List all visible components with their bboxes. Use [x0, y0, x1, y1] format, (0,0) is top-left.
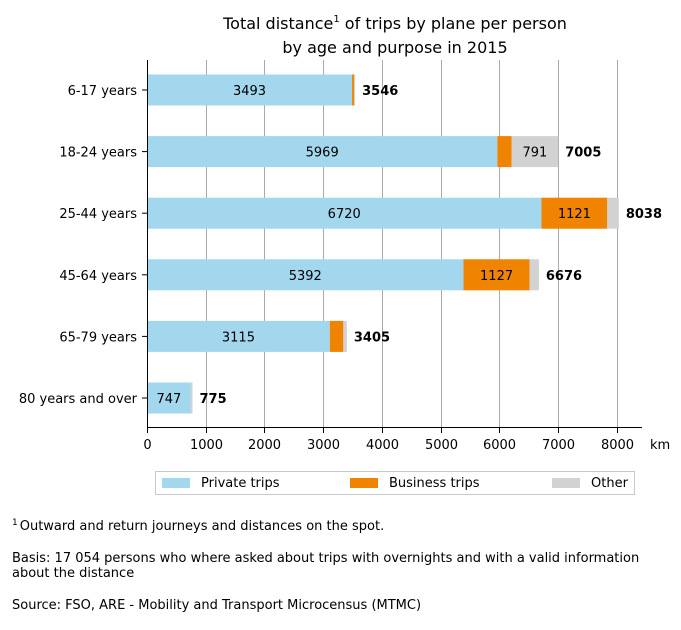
legend-swatch-other: [552, 478, 580, 488]
x-tick-label: 3000: [307, 438, 340, 453]
chart-notes: 1 Outward and return journeys and distanc…: [12, 516, 672, 630]
legend-swatch-private: [162, 478, 190, 488]
bar-total-label: 3546: [362, 84, 398, 99]
bar-total-label: 6676: [546, 269, 582, 284]
source-note: Source: FSO, ARE - Mobility and Transpor…: [12, 598, 422, 613]
bar-segment-1: [352, 74, 354, 106]
category-label: 18-24 years: [59, 146, 137, 161]
x-tick-label: 1000: [190, 438, 223, 453]
legend-item-other: Other: [552, 472, 628, 494]
x-tick-label: 7000: [542, 438, 575, 453]
legend: Private trips Business trips Other: [155, 471, 635, 495]
bar-segment-2: [529, 259, 539, 291]
bar-segment-0: [147, 259, 464, 291]
bar-value-label: 6720: [328, 207, 361, 222]
x-tick-label: 5000: [425, 438, 458, 453]
x-tick-label: 8000: [601, 438, 634, 453]
category-label: 25-44 years: [59, 207, 137, 222]
bar-segment-1: [497, 136, 512, 168]
category-label: 45-64 years: [59, 269, 137, 284]
chart-title-text-rest: of trips by plane per person: [340, 14, 567, 33]
axis-ticks: 0 1000 2000 3000 4000 5000 6000 7000 8000 6-17 ye…: [19, 84, 634, 453]
bar-segment-0: [147, 320, 330, 352]
category-label: 80 years and over: [19, 392, 138, 407]
bar-total-label: 3405: [354, 330, 390, 345]
legend-swatch-business: [350, 478, 378, 488]
category-label: 6-17 years: [68, 84, 138, 99]
footnote-marker: 1: [12, 518, 18, 528]
basis-note: Basis: 17 054 persons who where asked ab…: [12, 551, 640, 581]
bar-segment-2: [511, 136, 559, 168]
bar-segment-2: [343, 320, 347, 352]
bar-value-label: 3115: [222, 330, 255, 345]
legend-label-private: Private trips: [201, 475, 280, 491]
bar-segment-0: [147, 74, 353, 106]
x-tick-label: 0: [143, 438, 151, 453]
bar-segment-2: [353, 74, 356, 106]
legend-item-business: Business trips: [350, 472, 480, 494]
bar-segment-0: [147, 136, 498, 168]
bar-segment-0: [147, 382, 191, 414]
bar-value-label: 5969: [306, 146, 339, 161]
bar-value-label: 3493: [233, 84, 266, 99]
legend-label-other: Other: [591, 475, 628, 491]
bar-segment-2: [190, 382, 193, 414]
grid-lines: [206, 60, 618, 427]
stacked-bar-chart: Total distance1 of trips by plane per pe…: [19, 14, 670, 453]
legend-item-private: Private trips: [162, 472, 280, 494]
bar-value-label: 5392: [289, 269, 322, 284]
bar-segment-2: [607, 197, 619, 229]
category-label: 65-79 years: [59, 330, 137, 345]
chart-title-text: Total distance: [222, 14, 333, 33]
bar-total-label: 8038: [626, 207, 662, 222]
x-tick-label: 6000: [483, 438, 516, 453]
bar-segment-1: [541, 197, 608, 229]
bar-value-label: 1121: [558, 207, 591, 222]
x-axis-unit-label: km: [650, 438, 670, 453]
bar-total-label: 7005: [565, 146, 601, 161]
bar-segment-0: [147, 197, 542, 229]
legend-label-business: Business trips: [389, 475, 480, 491]
bar-total-label: 775: [199, 392, 226, 407]
bar-segment-1: [463, 259, 530, 291]
chart-title-superscript: 1: [333, 14, 339, 25]
bar-value-label: 747: [157, 392, 182, 407]
bar-value-label: 791: [522, 146, 547, 161]
bar-value-label: 1127: [480, 269, 513, 284]
chart-title-line-1: Total distance1 of trips by plane per pe…: [222, 14, 567, 33]
footnote-text: Outward and return journeys and distance…: [19, 519, 385, 534]
x-tick-label: 2000: [248, 438, 281, 453]
x-tick-label: 4000: [366, 438, 399, 453]
bar-segment-1: [329, 320, 344, 352]
footnote: 1 Outward and return journeys and distanc…: [12, 516, 672, 534]
chart-title-line-2: by age and purpose in 2015: [282, 38, 507, 57]
bars: 3493 3546 5969 791 7005 6720 1121 8038 5392 1127 6…: [147, 74, 662, 414]
